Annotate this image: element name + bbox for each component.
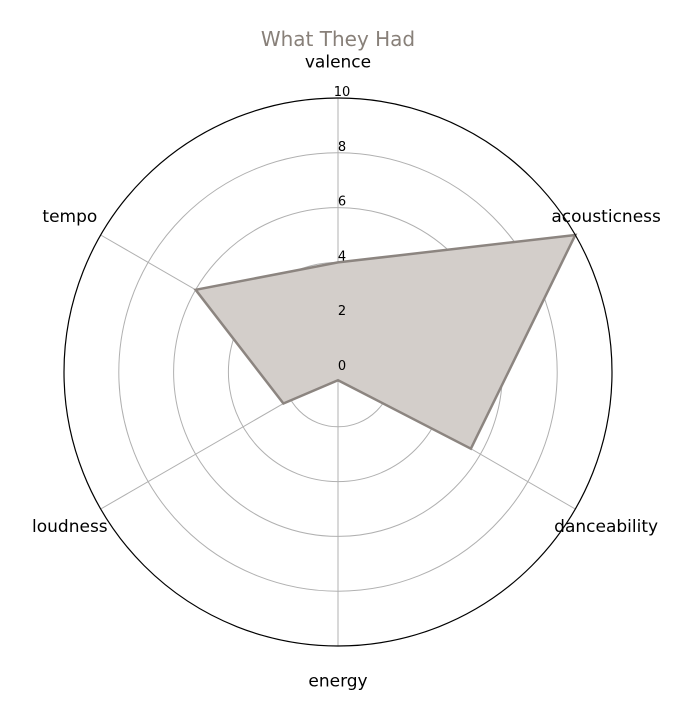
axis-label-loudness: loudness bbox=[32, 517, 108, 537]
r-tick-label-6: 6 bbox=[338, 195, 346, 210]
r-tick-label-10: 10 bbox=[334, 85, 351, 100]
axis-label-danceability: danceability bbox=[554, 517, 658, 537]
outer-spine bbox=[63, 97, 613, 647]
r-tick-label-2: 2 bbox=[338, 304, 346, 319]
r-tick-label-8: 8 bbox=[338, 140, 346, 155]
r-tick-label-4: 4 bbox=[338, 249, 346, 264]
axis-label-energy: energy bbox=[308, 672, 367, 692]
r-tick-label-0: 0 bbox=[338, 359, 346, 374]
axis-label-valence: valence bbox=[305, 52, 371, 72]
axis-label-acousticness: acousticness bbox=[551, 207, 661, 227]
radar-spine bbox=[63, 97, 613, 647]
axis-label-tempo: tempo bbox=[42, 207, 97, 227]
radar-series bbox=[193, 233, 578, 451]
chart-title: What They Had bbox=[261, 27, 415, 51]
series-area-0 bbox=[193, 233, 578, 451]
radial-tick-labels: 0 2 4 6 8 10 bbox=[334, 85, 351, 374]
axis-labels: valence acousticness danceability energy lou… bbox=[32, 52, 661, 691]
